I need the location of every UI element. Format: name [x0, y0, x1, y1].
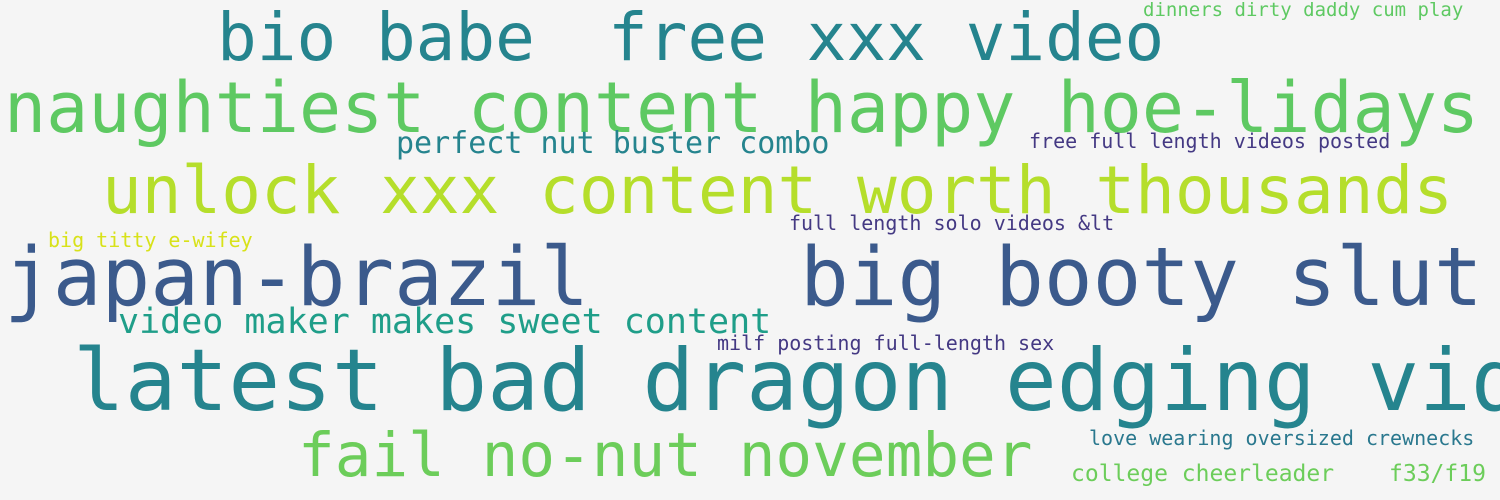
word-college-cheerleader: college cheerleader: [1071, 461, 1335, 487]
word-love-wearing: love wearing oversized crewnecks: [1089, 426, 1475, 450]
word-dinners-dirty-daddy: dinners dirty daddy cum play: [1143, 0, 1464, 21]
word-perfect-nut-buster: perfect nut buster combo: [396, 126, 830, 161]
word-big-booty: big booty slut: [800, 231, 1483, 325]
word-unlock-xxx: unlock xxx content worth thousands: [102, 152, 1454, 229]
word-milf-posting: milf posting full-length sex: [717, 331, 1055, 355]
word-free-full-length: free full length videos posted: [1029, 129, 1391, 153]
word-f33-f19: f33/f19: [1389, 461, 1486, 487]
word-japan-brazil: japan-brazil: [4, 231, 590, 325]
word-full-length-solo: full length solo videos &lt: [789, 211, 1115, 235]
word-video-maker: video maker makes sweet content: [118, 302, 772, 342]
word-big-titty: big titty e-wifey: [48, 228, 253, 252]
word-free-xxx-video: free xxx video: [608, 0, 1165, 76]
word-latest-bad-dragon: latest bad dragon edging vid: [73, 331, 1500, 431]
word-naughtiest-content: naughtiest content happy hoe-lidays: [4, 67, 1480, 149]
word-bio-babe: bio babe: [217, 0, 535, 76]
word-fail-no-nut: fail no-nut november: [298, 420, 1033, 491]
